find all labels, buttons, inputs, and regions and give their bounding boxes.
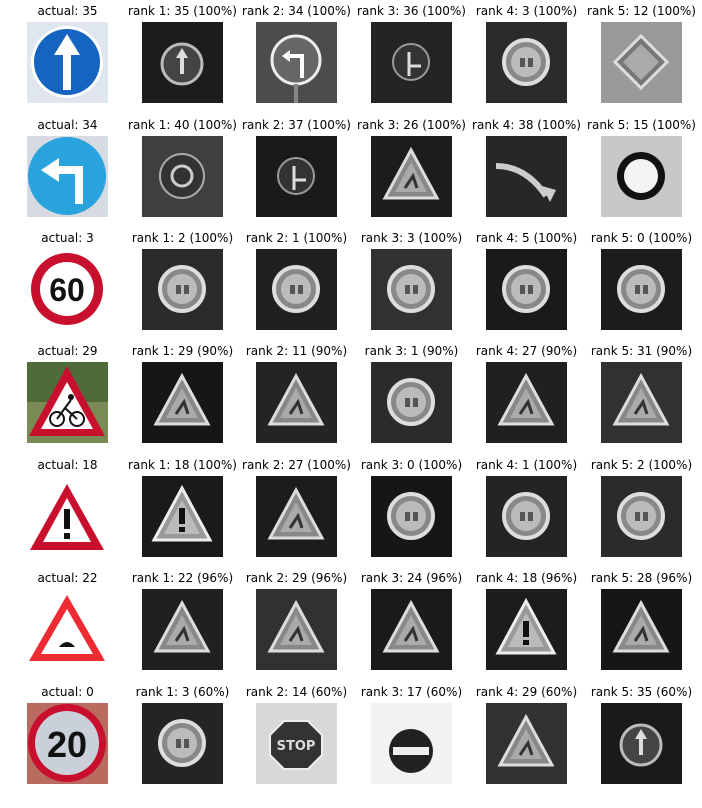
ahead-only-icon — [601, 703, 682, 784]
rank-label: rank 1: 18 (100%) — [128, 458, 237, 472]
speed-limit-icon — [486, 22, 567, 103]
speed-limit-icon — [486, 476, 567, 557]
actual-label: actual: 0 — [41, 685, 94, 699]
warning-triangle-icon — [256, 362, 337, 443]
rank-label: rank 3: 3 (100%) — [360, 231, 463, 245]
rank-label: rank 2: 27 (100%) — [242, 458, 351, 472]
rank-label: rank 5: 15 (100%) — [587, 118, 696, 132]
warning-triangle-icon — [486, 703, 567, 784]
rank-label: rank 4: 38 (100%) — [472, 118, 581, 132]
svg-text:20: 20 — [47, 724, 87, 765]
rank-label: rank 2: 37 (100%) — [242, 118, 351, 132]
roundabout-icon — [142, 136, 223, 217]
rank-label: rank 1: 40 (100%) — [128, 118, 237, 132]
bicycles-crossing-icon — [27, 362, 108, 443]
warning-triangle-icon — [486, 362, 567, 443]
warning-triangle-icon — [601, 362, 682, 443]
actual-label: actual: 35 — [37, 4, 98, 18]
warning-triangle-icon — [601, 589, 682, 670]
speed-limit-icon — [601, 249, 682, 330]
rank-label: rank 1: 2 (100%) — [131, 231, 234, 245]
rank-label: rank 5: 2 (100%) — [590, 458, 693, 472]
rank-label: rank 2: 1 (100%) — [245, 231, 348, 245]
rank-label: rank 1: 29 (90%) — [131, 344, 234, 358]
svg-text:60: 60 — [49, 272, 85, 308]
rank-label: rank 1: 3 (60%) — [135, 685, 230, 699]
rank-label: rank 1: 22 (96%) — [131, 571, 234, 585]
rank-label: rank 4: 18 (96%) — [475, 571, 578, 585]
rank-label: rank 3: 0 (100%) — [360, 458, 463, 472]
rank-label: rank 2: 29 (96%) — [245, 571, 348, 585]
rank-label: rank 5: 35 (60%) — [590, 685, 693, 699]
rank-label: rank 3: 26 (100%) — [357, 118, 466, 132]
actual-label: actual: 22 — [37, 571, 98, 585]
actual-label: actual: 3 — [41, 231, 94, 245]
turn-left-icon — [27, 136, 108, 217]
speed-limit-icon — [371, 362, 452, 443]
priority-road-icon — [601, 22, 682, 103]
rank-label: rank 4: 3 (100%) — [475, 4, 578, 18]
speed-limit-icon — [142, 703, 223, 784]
rank-label: rank 4: 29 (60%) — [475, 685, 578, 699]
svg-text:STOP: STOP — [277, 739, 316, 754]
rank-label: rank 4: 5 (100%) — [475, 231, 578, 245]
rank-label: rank 3: 36 (100%) — [357, 4, 466, 18]
warning-triangle-icon — [371, 589, 452, 670]
speed-limit-icon — [142, 249, 223, 330]
rank-label: rank 4: 1 (100%) — [475, 458, 578, 472]
straight-or-right-icon — [371, 22, 452, 103]
actual-label: actual: 29 — [37, 344, 98, 358]
rank-label: rank 5: 0 (100%) — [590, 231, 693, 245]
speed-limit-60-icon: 60 — [27, 249, 108, 330]
rank-label: rank 5: 31 (90%) — [590, 344, 693, 358]
speed-limit-icon — [486, 249, 567, 330]
warning-triangle-icon — [256, 476, 337, 557]
actual-label: actual: 18 — [37, 458, 98, 472]
rank-label: rank 3: 24 (96%) — [360, 571, 463, 585]
speed-limit-icon — [256, 249, 337, 330]
general-caution-icon — [486, 589, 567, 670]
general-caution-icon — [27, 476, 108, 557]
speed-limit-icon — [371, 249, 452, 330]
rank-label: rank 2: 34 (100%) — [242, 4, 351, 18]
no-vehicles-icon — [601, 136, 682, 217]
general-caution-icon — [142, 476, 223, 557]
speed-limit-icon — [601, 476, 682, 557]
ahead-only-icon — [142, 22, 223, 103]
speed-limit-icon — [371, 476, 452, 557]
rank-label: rank 1: 35 (100%) — [128, 4, 237, 18]
warning-triangle-icon — [371, 136, 452, 217]
warning-triangle-icon — [256, 589, 337, 670]
no-entry-icon — [371, 703, 452, 784]
turn-left-icon — [256, 22, 337, 103]
warning-triangle-icon — [142, 362, 223, 443]
stop-icon: STOP — [256, 703, 337, 784]
straight-or-left-icon — [256, 136, 337, 217]
actual-label: actual: 34 — [37, 118, 98, 132]
rank-label: rank 5: 12 (100%) — [587, 4, 696, 18]
rank-label: rank 3: 17 (60%) — [360, 685, 463, 699]
ahead-only-icon — [27, 22, 108, 103]
rank-label: rank 2: 14 (60%) — [245, 685, 348, 699]
rank-label: rank 3: 1 (90%) — [364, 344, 459, 358]
rank-label: rank 4: 27 (90%) — [475, 344, 578, 358]
warning-triangle-icon — [142, 589, 223, 670]
keep-right-icon — [486, 136, 567, 217]
bumpy-road-icon — [27, 589, 108, 670]
rank-label: rank 2: 11 (90%) — [245, 344, 348, 358]
speed-limit-20-icon: 20 — [27, 703, 108, 784]
rank-label: rank 5: 28 (96%) — [590, 571, 693, 585]
